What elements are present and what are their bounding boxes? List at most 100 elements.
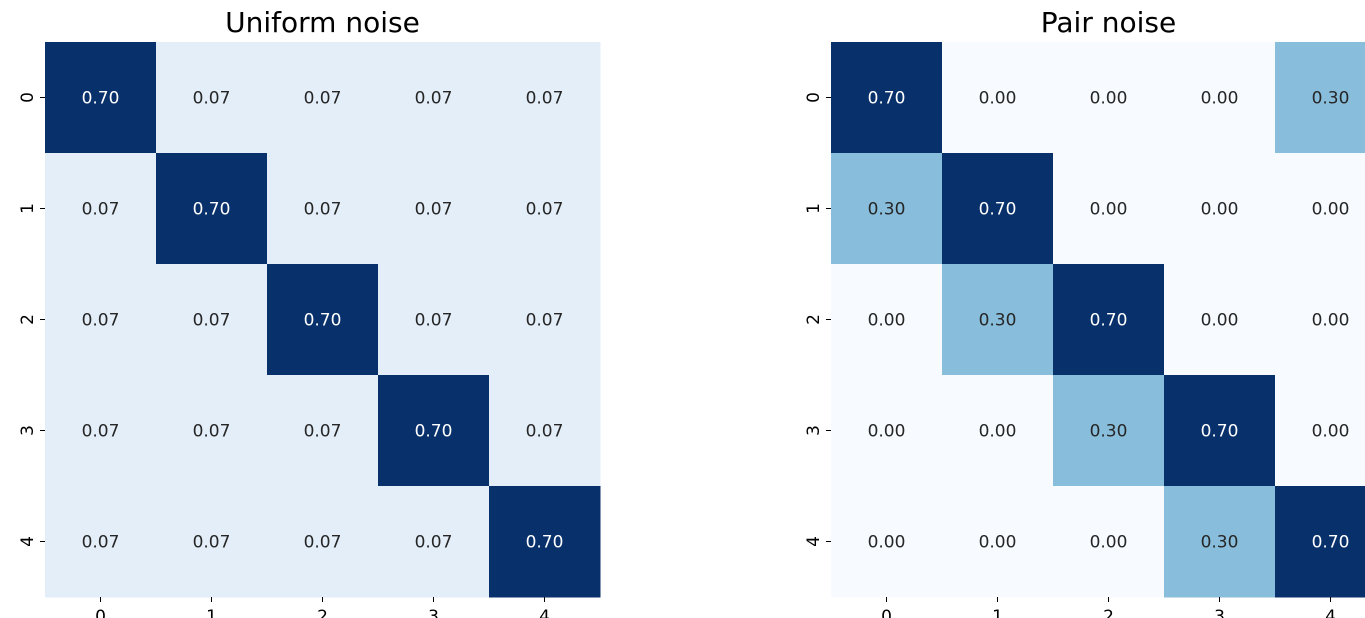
cell-label: 0.30 <box>868 200 906 220</box>
y-tick-label: 2 <box>18 314 38 325</box>
heatmap-cell <box>1275 486 1365 598</box>
cell-label: 0.07 <box>193 89 231 109</box>
x-tick-label: 2 <box>1103 607 1114 618</box>
heatmap-cell <box>156 42 268 154</box>
cell-label: 0.00 <box>1312 200 1350 220</box>
cell-label: 0.00 <box>868 422 906 442</box>
cell-label: 0.00 <box>1090 200 1128 220</box>
heatmap-cell <box>1053 153 1165 265</box>
cell-label: 0.70 <box>304 311 342 331</box>
cell-label: 0.07 <box>193 311 231 331</box>
y-tick-label: 3 <box>18 425 38 436</box>
heatmap-cell <box>1164 153 1276 265</box>
y-tick-label: 4 <box>18 536 38 547</box>
cell-label: 0.07 <box>304 89 342 109</box>
heatmap-cell <box>1164 486 1276 598</box>
cell-label: 0.00 <box>1201 89 1239 109</box>
x-tick-label: 3 <box>1214 607 1225 618</box>
x-tick-label: 1 <box>992 607 1003 618</box>
cell-label: 0.07 <box>82 200 120 220</box>
y-tick-label: 3 <box>804 425 824 436</box>
heatmap-cell <box>942 153 1054 265</box>
y-tick-label: 1 <box>18 203 38 214</box>
heatmap-cell <box>45 375 157 487</box>
cell-label: 0.07 <box>526 89 564 109</box>
heatmap-cell <box>1164 264 1276 376</box>
heatmap-cell <box>1053 264 1165 376</box>
heatmap-cell <box>1164 375 1276 487</box>
cell-label: 0.30 <box>1312 89 1350 109</box>
cell-label: 0.07 <box>304 533 342 553</box>
x-tick-label: 4 <box>1325 607 1336 618</box>
heatmap-cell <box>156 375 268 487</box>
cell-label: 0.00 <box>1090 89 1128 109</box>
cell-label: 0.07 <box>415 533 453 553</box>
heatmap-cell <box>45 264 157 376</box>
cell-label: 0.00 <box>1201 311 1239 331</box>
heatmap-panel-0: 0.70 0.07 0.07 0.07 0.07 0.07 0.70 0.07 0.07 0.07… <box>18 6 601 618</box>
cell-label: 0.07 <box>82 422 120 442</box>
heatmap-cell <box>45 153 157 265</box>
x-tick-label: 1 <box>206 607 217 618</box>
heatmap-cell <box>831 375 943 487</box>
cell-label: 0.00 <box>868 533 906 553</box>
cell-label: 0.07 <box>304 422 342 442</box>
cell-label: 0.00 <box>979 422 1017 442</box>
heatmap-cell <box>1053 375 1165 487</box>
cell-label: 0.70 <box>82 89 120 109</box>
heatmap-cell <box>1275 264 1365 376</box>
x-tick-label: 0 <box>95 607 106 618</box>
heatmap-cell <box>45 486 157 598</box>
heatmap-cell <box>156 486 268 598</box>
heatmap-cell <box>489 153 601 265</box>
y-tick-label: 4 <box>804 536 824 547</box>
cell-label: 0.70 <box>526 533 564 553</box>
cell-label: 0.30 <box>979 311 1017 331</box>
heatmap-cell <box>378 153 490 265</box>
x-tick-label: 0 <box>881 607 892 618</box>
heatmap-cell <box>489 486 601 598</box>
cell-label: 0.07 <box>526 422 564 442</box>
heatmap-cell <box>156 264 268 376</box>
heatmap-cell <box>1275 153 1365 265</box>
heatmap-cell <box>45 42 157 154</box>
cell-label: 0.07 <box>193 533 231 553</box>
heatmap-cell <box>831 486 943 598</box>
cell-label: 0.07 <box>415 311 453 331</box>
chart-title: Uniform noise <box>225 6 420 39</box>
cell-label: 0.00 <box>1312 311 1350 331</box>
cell-label: 0.07 <box>304 200 342 220</box>
heatmap-cell <box>267 42 379 154</box>
cell-label: 0.70 <box>1312 533 1350 553</box>
heatmap-cell <box>378 42 490 154</box>
heatmap-cell <box>942 486 1054 598</box>
heatmap-cell <box>942 375 1054 487</box>
heatmap-cell <box>1275 42 1365 154</box>
heatmap-cell <box>156 153 268 265</box>
heatmap-cell <box>489 375 601 487</box>
cell-label: 0.07 <box>526 311 564 331</box>
heatmap-cell <box>1164 42 1276 154</box>
heatmap-cell <box>267 153 379 265</box>
cell-label: 0.07 <box>415 89 453 109</box>
cell-label: 0.00 <box>979 533 1017 553</box>
cell-label: 0.07 <box>82 311 120 331</box>
cell-label: 0.30 <box>1201 533 1239 553</box>
cell-label: 0.07 <box>193 422 231 442</box>
cell-label: 0.07 <box>82 533 120 553</box>
cell-label: 0.70 <box>1090 311 1128 331</box>
heatmap-cell <box>378 375 490 487</box>
heatmap-cell <box>267 486 379 598</box>
x-tick-label: 3 <box>428 607 439 618</box>
cell-label: 0.07 <box>526 200 564 220</box>
cell-label: 0.70 <box>415 422 453 442</box>
x-tick-label: 4 <box>539 607 550 618</box>
heatmap-cell <box>378 264 490 376</box>
heatmap-cell <box>1053 42 1165 154</box>
cell-label: 0.00 <box>979 89 1017 109</box>
chart-title: Pair noise <box>1041 6 1176 39</box>
heatmap-cell <box>1053 486 1165 598</box>
y-tick-label: 2 <box>804 314 824 325</box>
heatmap-cell <box>267 375 379 487</box>
